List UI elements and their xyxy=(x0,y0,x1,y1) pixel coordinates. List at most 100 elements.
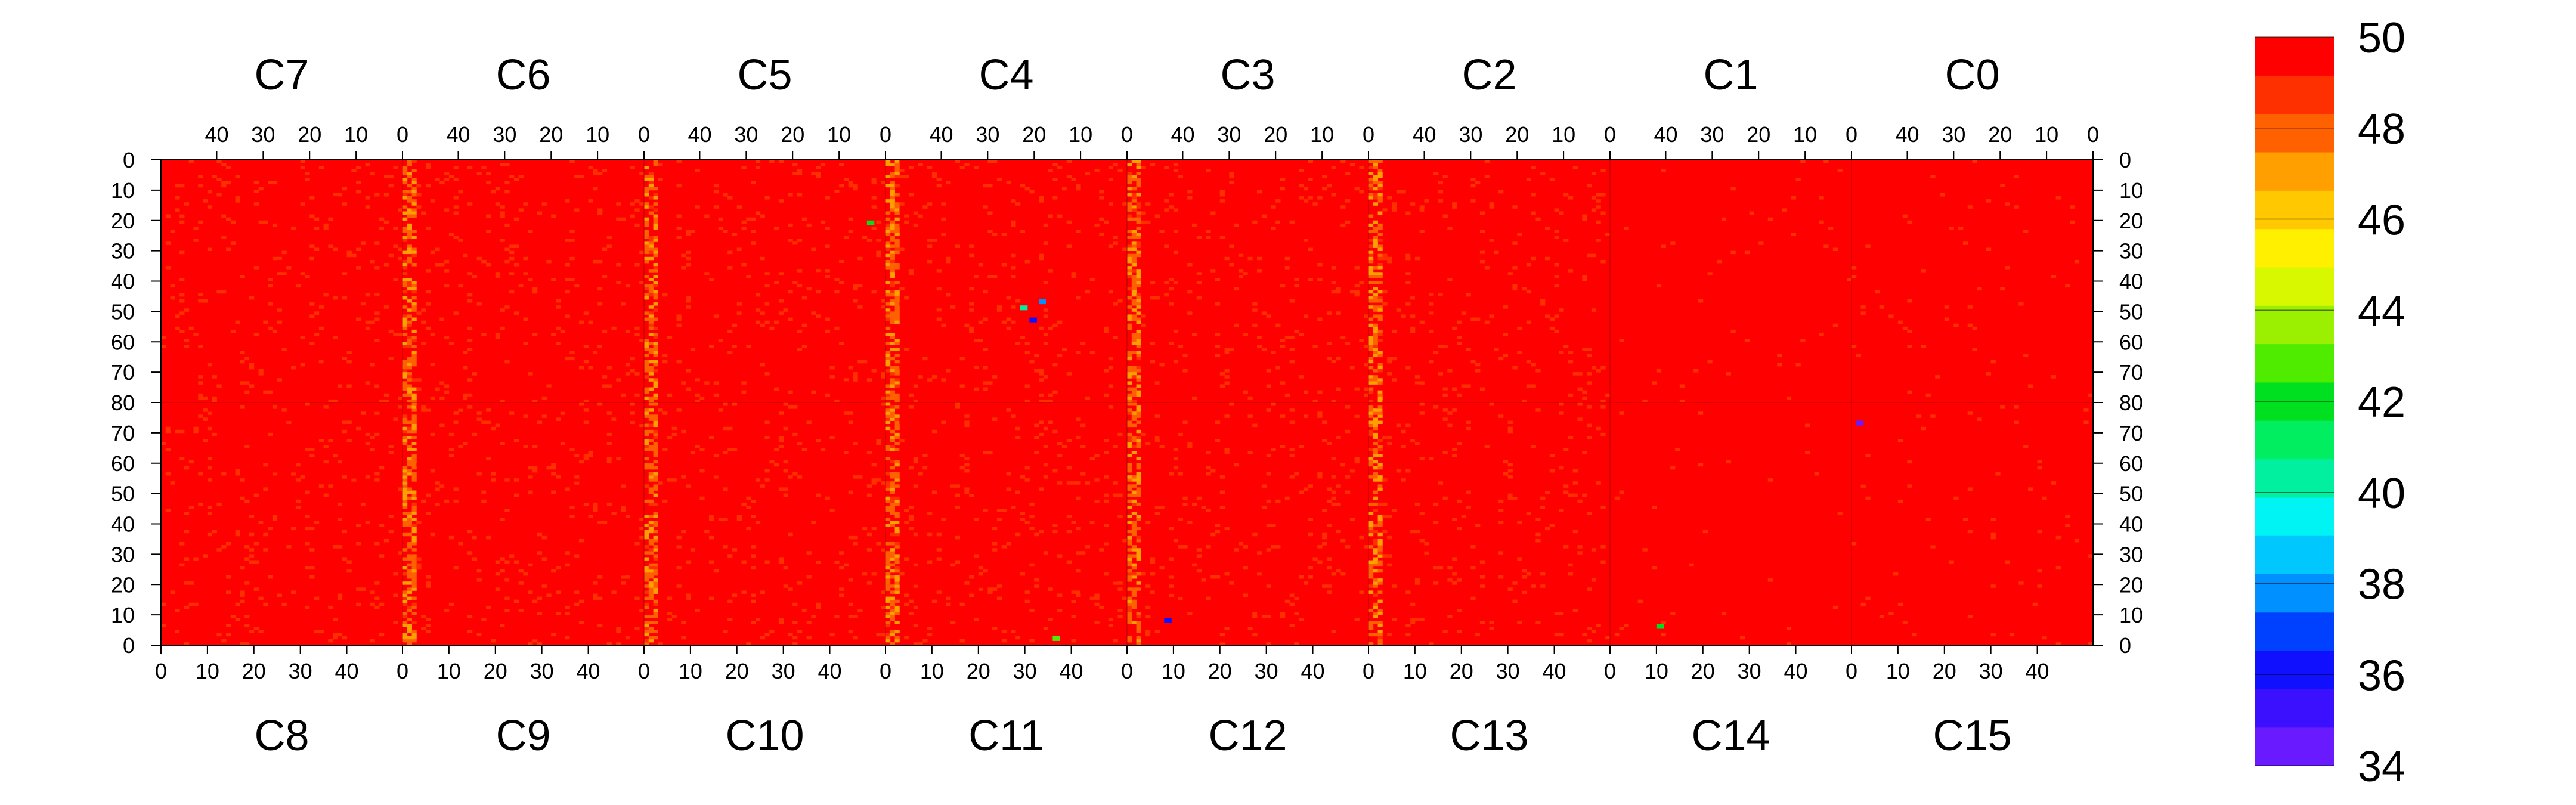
heatmap-cell xyxy=(755,211,761,215)
heatmap-cell xyxy=(593,593,598,597)
heatmap-cell xyxy=(509,250,515,255)
heatmap-cell xyxy=(904,181,909,185)
heatmap-cell xyxy=(987,451,993,454)
heatmap-cell xyxy=(565,290,570,294)
heatmap-cell xyxy=(1414,256,1420,261)
heatmap-cell xyxy=(648,639,654,643)
heatmap-cell xyxy=(1410,326,1416,330)
heatmap-cell xyxy=(1452,326,1457,330)
heatmap-cell xyxy=(653,239,658,242)
heatmap-cell xyxy=(565,490,570,494)
heatmap-cell xyxy=(421,211,426,215)
heatmap-cell xyxy=(342,557,347,561)
heatmap-cell xyxy=(2088,393,2094,397)
heatmap-cell xyxy=(597,256,603,261)
heatmap-cell xyxy=(894,502,900,506)
heatmap-cell xyxy=(973,366,979,370)
heatmap-cell xyxy=(495,414,500,418)
heatmap-cell xyxy=(653,384,658,388)
heatmap-cell xyxy=(820,448,826,451)
heatmap-cell xyxy=(1373,339,1378,342)
heatmap-cell xyxy=(1572,317,1578,321)
heatmap-cell xyxy=(281,487,287,491)
heatmap-cell xyxy=(161,375,166,379)
heatmap-cell xyxy=(755,521,761,524)
heatmap-cell xyxy=(365,205,370,209)
heatmap-cell xyxy=(723,454,728,457)
heatmap-cell xyxy=(792,642,798,646)
heatmap-cell xyxy=(671,615,677,618)
heatmap-cell xyxy=(1986,247,1992,252)
heatmap-cell xyxy=(1349,163,1355,166)
heatmap-cell xyxy=(383,393,389,397)
heatmap-cell xyxy=(2009,375,2014,379)
heatmap-cell xyxy=(732,593,738,597)
heatmap-cell xyxy=(653,293,658,297)
heatmap-cell xyxy=(1224,242,1230,245)
heatmap-cell xyxy=(165,509,171,512)
heatmap-cell xyxy=(318,542,324,546)
heatmap-cell xyxy=(894,545,900,549)
heatmap-cell xyxy=(1271,262,1276,267)
heatmap-cell xyxy=(890,499,895,503)
heatmap-cell xyxy=(606,502,612,506)
heatmap-cell xyxy=(1860,305,1866,309)
heatmap-cell xyxy=(648,287,654,291)
heatmap-cell xyxy=(862,630,868,634)
heatmap-cell xyxy=(648,472,654,476)
heatmap-cell xyxy=(309,244,315,248)
heatmap-cell xyxy=(853,326,858,330)
heatmap-cell xyxy=(425,408,431,412)
heatmap-cell xyxy=(388,375,394,379)
heatmap-cell xyxy=(458,542,463,546)
heatmap-cell xyxy=(904,584,909,588)
heatmap-cell xyxy=(2088,305,2094,309)
heatmap-cell xyxy=(1061,259,1067,264)
heatmap-cell xyxy=(1512,184,1518,188)
heatmap-cell xyxy=(342,187,347,191)
heatmap-cell xyxy=(1373,378,1378,382)
heatmap-cell xyxy=(713,569,719,573)
heatmap-cell xyxy=(653,466,658,470)
heatmap-cell xyxy=(987,435,993,439)
heatmap-cell xyxy=(523,317,528,321)
heatmap-cell xyxy=(569,615,575,618)
heatmap-cell xyxy=(472,190,478,194)
heatmap-cell xyxy=(1043,223,1048,227)
heatmap-cell xyxy=(871,408,877,412)
heatmap-cell xyxy=(216,502,222,506)
heatmap-cell xyxy=(402,178,408,182)
heatmap-cell xyxy=(1605,247,1611,252)
heatmap-cell xyxy=(565,563,570,567)
heatmap-cell xyxy=(634,532,640,537)
heatmap-cell xyxy=(1201,163,1206,166)
heatmap-cell xyxy=(602,253,608,258)
heatmap-cell xyxy=(825,326,830,330)
heatmap-cell xyxy=(268,432,273,436)
heatmap-cell xyxy=(1029,563,1035,567)
heatmap-cell xyxy=(1373,242,1378,245)
heatmap-cell xyxy=(648,366,654,370)
heatmap-cell xyxy=(1540,172,1546,175)
heatmap-cell xyxy=(1015,299,1021,303)
heatmap-cell xyxy=(314,193,320,197)
heatmap-cell xyxy=(1136,172,1141,175)
heatmap-cell xyxy=(537,387,543,391)
heatmap-cell xyxy=(727,599,733,603)
heatmap-cell xyxy=(899,202,905,206)
heatmap-cell xyxy=(1080,323,1086,327)
heatmap-cell xyxy=(532,469,538,473)
heatmap-cell xyxy=(922,357,928,361)
heatmap-cell xyxy=(402,596,408,600)
heatmap-cell xyxy=(300,160,305,163)
heatmap-cell xyxy=(792,490,798,494)
heatmap-cell xyxy=(1006,487,1011,491)
heatmap-cell xyxy=(653,566,658,570)
heatmap-cell xyxy=(788,202,793,206)
heatmap-cell xyxy=(644,624,649,627)
heatmap-cell xyxy=(1299,236,1304,239)
heatmap-cell xyxy=(1832,247,1838,252)
heatmap-cell xyxy=(1661,169,1666,172)
heatmap-cell xyxy=(203,351,208,354)
heatmap-cell xyxy=(402,639,408,643)
